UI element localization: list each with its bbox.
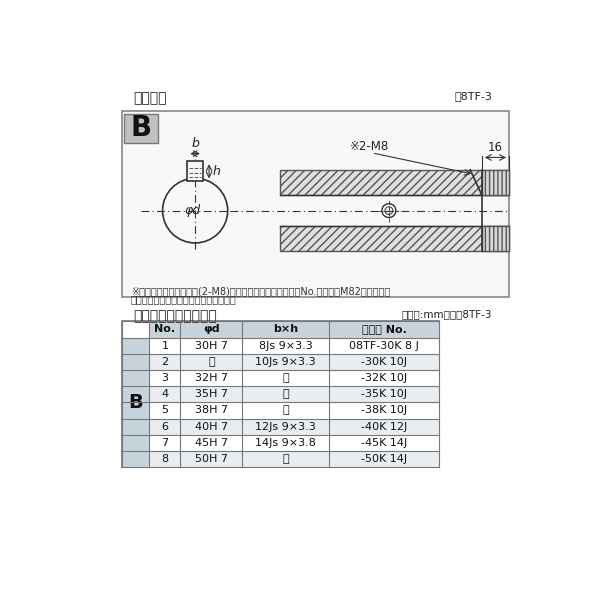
Text: -45K 14J: -45K 14J (361, 438, 407, 448)
Text: -38K 10J: -38K 10J (361, 406, 407, 415)
Text: -30K 10J: -30K 10J (361, 357, 407, 367)
Text: -32K 10J: -32K 10J (361, 373, 407, 383)
Text: 〃: 〃 (283, 406, 289, 415)
Text: B: B (128, 393, 143, 412)
Text: 6: 6 (161, 422, 169, 431)
Text: ※セットボルト用タップ(2-M8)が必要な場合は右記コードNo.の末尾にM82を付ける。: ※セットボルト用タップ(2-M8)が必要な場合は右記コードNo.の末尾にM82を… (131, 286, 390, 296)
Text: 8: 8 (161, 454, 169, 464)
Bar (482, 226, 509, 251)
Bar (149, 338, 439, 354)
Text: 50H 7: 50H 7 (195, 454, 228, 464)
Bar (149, 386, 439, 403)
Text: 軸穴形状コードー覧表: 軸穴形状コードー覧表 (133, 309, 217, 323)
Text: 35H 7: 35H 7 (195, 389, 228, 399)
Bar (149, 419, 439, 434)
Text: No.: No. (154, 324, 175, 334)
Text: 図8TF-3: 図8TF-3 (454, 91, 492, 101)
Text: 〃: 〃 (208, 357, 215, 367)
Text: ※2-M8: ※2-M8 (350, 140, 389, 153)
Text: （セットボルトは付属されています。）: （セットボルトは付属されています。） (131, 295, 236, 305)
Text: φd: φd (203, 324, 220, 334)
Bar (187, 161, 203, 181)
Text: 14Js 9×3.8: 14Js 9×3.8 (256, 438, 316, 448)
Text: 08TF-30K 8 J: 08TF-30K 8 J (349, 341, 419, 351)
Text: h: h (212, 165, 220, 178)
Text: 〃: 〃 (283, 454, 289, 464)
Bar (149, 403, 439, 419)
Bar (124, 113, 158, 143)
Bar (280, 226, 509, 251)
Bar (121, 321, 439, 467)
Text: 32H 7: 32H 7 (195, 373, 228, 383)
Text: 30H 7: 30H 7 (195, 341, 228, 351)
Text: 8Js 9×3.3: 8Js 9×3.3 (259, 341, 313, 351)
Text: -35K 10J: -35K 10J (361, 389, 407, 399)
Bar (280, 170, 509, 195)
Text: b×h: b×h (273, 324, 298, 334)
Bar (149, 451, 439, 467)
Text: 16: 16 (488, 142, 503, 154)
Text: （単位:mm）　表8TF-3: （単位:mm） 表8TF-3 (401, 309, 492, 319)
Text: φd: φd (184, 204, 200, 217)
Text: 3: 3 (161, 373, 169, 383)
Bar (149, 370, 439, 386)
Text: 〃: 〃 (283, 389, 289, 399)
Text: 7: 7 (161, 438, 169, 448)
Text: -50K 14J: -50K 14J (361, 454, 407, 464)
Text: 45H 7: 45H 7 (195, 438, 228, 448)
Bar (121, 338, 149, 467)
Text: 1: 1 (161, 341, 169, 351)
Text: 38H 7: 38H 7 (195, 406, 228, 415)
Text: 40H 7: 40H 7 (195, 422, 228, 431)
Text: コード No.: コード No. (362, 324, 407, 334)
Text: -40K 12J: -40K 12J (361, 422, 407, 431)
Text: 10Js 9×3.3: 10Js 9×3.3 (256, 357, 316, 367)
Bar (121, 110, 509, 297)
Text: 4: 4 (161, 389, 169, 399)
Text: 2: 2 (161, 357, 169, 367)
Text: 5: 5 (161, 406, 169, 415)
Bar (149, 434, 439, 451)
Text: 軸穴形状: 軸穴形状 (133, 91, 167, 105)
Text: B: B (130, 114, 151, 142)
Bar (482, 170, 509, 195)
Bar (149, 321, 439, 338)
Bar (149, 354, 439, 370)
Text: b: b (191, 137, 199, 150)
Text: 〃: 〃 (283, 373, 289, 383)
Text: 12Js 9×3.3: 12Js 9×3.3 (256, 422, 316, 431)
